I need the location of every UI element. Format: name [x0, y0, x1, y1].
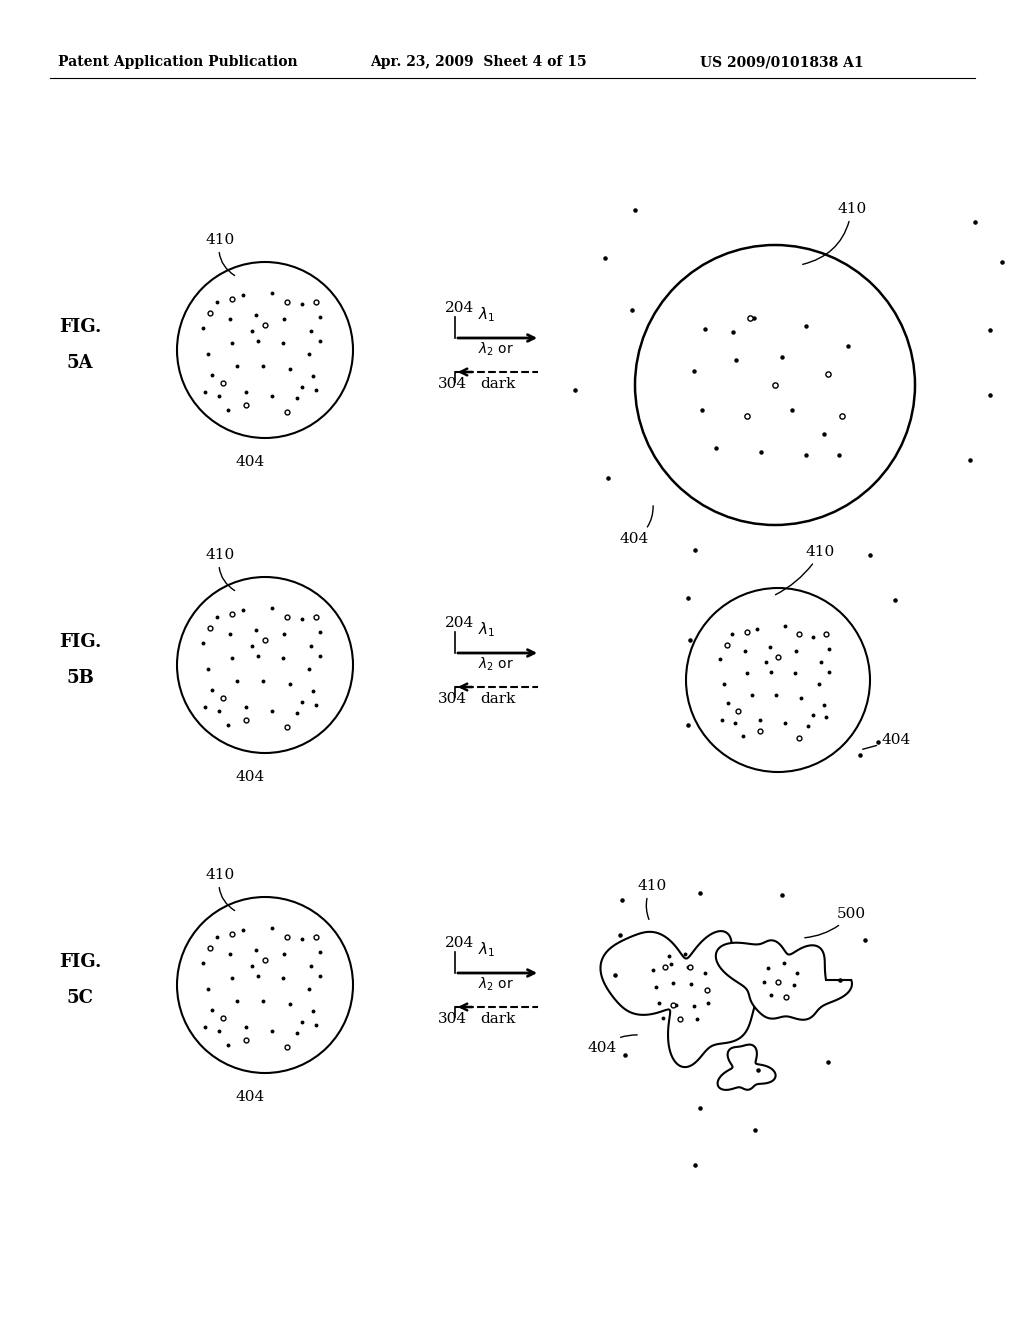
Text: 304: 304 [438, 1012, 467, 1026]
Text: 410: 410 [205, 548, 234, 590]
Text: Apr. 23, 2009  Sheet 4 of 15: Apr. 23, 2009 Sheet 4 of 15 [370, 55, 587, 69]
Text: 5C: 5C [67, 989, 93, 1007]
Text: 404: 404 [620, 506, 653, 546]
Text: 404: 404 [862, 733, 911, 750]
Polygon shape [716, 940, 852, 1020]
Text: $\lambda_2$ or: $\lambda_2$ or [478, 341, 514, 358]
Text: 5B: 5B [67, 669, 94, 686]
Polygon shape [600, 931, 757, 1067]
Circle shape [177, 261, 353, 438]
Text: 204: 204 [445, 301, 474, 315]
Text: FIG.: FIG. [58, 634, 101, 651]
Text: 404: 404 [587, 1035, 637, 1055]
Text: 304: 304 [438, 378, 467, 391]
Circle shape [177, 898, 353, 1073]
Circle shape [686, 587, 870, 772]
Text: 304: 304 [438, 692, 467, 706]
Text: 5A: 5A [67, 354, 93, 372]
Text: dark: dark [480, 1012, 515, 1026]
Text: 410: 410 [205, 234, 234, 276]
Text: $\lambda_2$ or: $\lambda_2$ or [478, 975, 514, 993]
Text: 500: 500 [805, 907, 866, 937]
Text: $\lambda_2$ or: $\lambda_2$ or [478, 656, 514, 673]
Circle shape [177, 577, 353, 752]
Text: 204: 204 [445, 616, 474, 630]
Text: FIG.: FIG. [58, 953, 101, 972]
Text: 404: 404 [236, 455, 264, 469]
Text: 410: 410 [637, 879, 667, 920]
Text: 410: 410 [205, 869, 234, 911]
Text: US 2009/0101838 A1: US 2009/0101838 A1 [700, 55, 863, 69]
Text: $\lambda_1$: $\lambda_1$ [478, 940, 496, 960]
Text: 404: 404 [236, 770, 264, 784]
Text: dark: dark [480, 692, 515, 706]
Text: Patent Application Publication: Patent Application Publication [58, 55, 298, 69]
Text: 404: 404 [236, 1090, 264, 1104]
Text: FIG.: FIG. [58, 318, 101, 337]
Text: 410: 410 [803, 202, 866, 264]
Text: $\lambda_1$: $\lambda_1$ [478, 620, 496, 639]
Text: dark: dark [480, 378, 515, 391]
Text: 410: 410 [775, 545, 836, 595]
Text: 204: 204 [445, 936, 474, 950]
Polygon shape [718, 1044, 775, 1090]
Circle shape [635, 246, 915, 525]
Text: $\lambda_1$: $\lambda_1$ [478, 305, 496, 323]
